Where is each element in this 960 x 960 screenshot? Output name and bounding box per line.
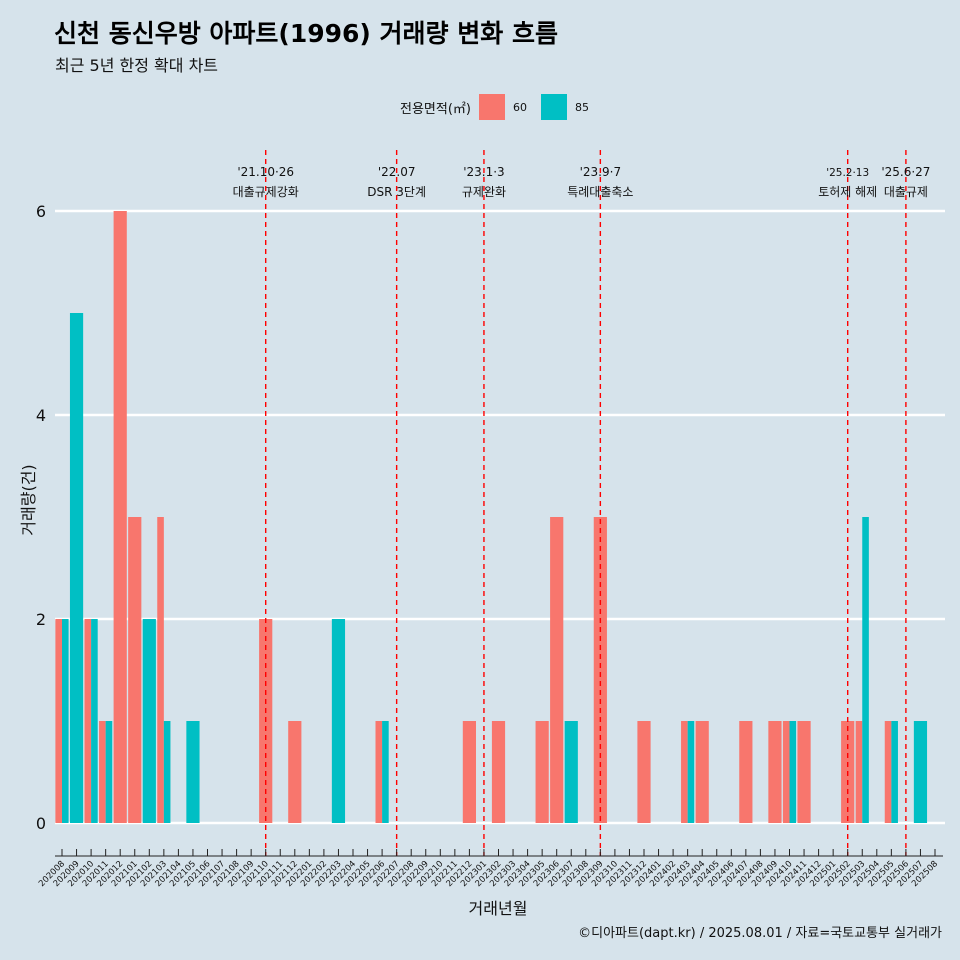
legend: 전용면적(㎡) 60 85 bbox=[400, 93, 603, 121]
legend-label-85: 85 bbox=[574, 100, 589, 114]
y-axis-label: 거래량(건) bbox=[19, 464, 38, 535]
annotation-date: '23.9·7 bbox=[580, 165, 621, 179]
bar-60-202505 bbox=[884, 721, 892, 823]
bar-60-202305 bbox=[535, 721, 549, 823]
bar-60-202503 bbox=[855, 721, 863, 823]
bar-60-202410 bbox=[782, 721, 790, 823]
bar-60-202008 bbox=[55, 619, 62, 823]
bar-85-202507 bbox=[913, 721, 928, 823]
annotation-date: '21.10·26 bbox=[237, 165, 294, 179]
bar-85-202010 bbox=[91, 619, 98, 823]
bar-60-202302 bbox=[491, 721, 506, 823]
annotation-date: '23.1·3 bbox=[463, 165, 504, 179]
x-axis: 2020082020092020102020112020122021012021… bbox=[37, 849, 943, 889]
annotations: '21.10·26 대출규제강화 '22.07 DSR 3단계 '23.1·3 규제완화 '… bbox=[233, 150, 930, 856]
bar-60-202112 bbox=[288, 721, 302, 823]
annotation-label: 규제완화 bbox=[462, 185, 506, 199]
bar-85-202011 bbox=[105, 721, 113, 823]
bar-85-202505 bbox=[891, 721, 898, 823]
bar-85-202203 bbox=[331, 619, 346, 823]
bar-85-202105 bbox=[186, 721, 200, 823]
annotation-label: 대출규제 bbox=[884, 185, 928, 199]
annotation-label: 대출규제강화 bbox=[233, 185, 299, 199]
bar-60-202411 bbox=[797, 721, 811, 823]
y-tick-label: 0 bbox=[36, 814, 46, 833]
bar-60-202309 bbox=[593, 517, 607, 823]
chart-subtitle: 최근 5년 한정 확대 차트 bbox=[55, 56, 219, 75]
annotation-label: 특례대출축소 bbox=[567, 185, 633, 199]
y-tick-labels: 0 2 4 6 bbox=[36, 202, 46, 833]
annotation-date: '22.07 bbox=[378, 165, 416, 179]
bar-60-202407 bbox=[739, 721, 753, 823]
bar-60-202012 bbox=[113, 211, 127, 823]
bar-85-202102 bbox=[142, 619, 156, 823]
annotation-label: 토허제 해제 bbox=[818, 185, 877, 199]
bar-60-202409 bbox=[768, 721, 782, 823]
bar-60-202306 bbox=[550, 517, 564, 823]
annotation-label: DSR 3단계 bbox=[367, 185, 426, 199]
bar-60-202103 bbox=[157, 517, 164, 823]
bar-60-202312 bbox=[637, 721, 651, 823]
source-caption: ©디아파트(dapt.kr) / 2025.08.01 / 자료=국토교통부 실… bbox=[578, 926, 942, 941]
bar-60-202206 bbox=[375, 721, 383, 823]
bar-60-202010 bbox=[84, 619, 92, 823]
bar-60-202101 bbox=[128, 517, 142, 823]
y-tick-label: 6 bbox=[36, 202, 46, 221]
bar-60-202403 bbox=[681, 721, 688, 823]
y-tick-label: 2 bbox=[36, 610, 46, 629]
bar-60-202212 bbox=[462, 721, 476, 823]
legend-label-60: 60 bbox=[512, 100, 527, 114]
bar-85-202008 bbox=[62, 619, 69, 823]
legend-swatch-85 bbox=[540, 94, 567, 120]
bar-85-202503 bbox=[862, 517, 869, 823]
y-tick-label: 4 bbox=[36, 406, 46, 425]
legend-title: 전용면적(㎡) bbox=[400, 101, 471, 117]
chart-title: 신천 동신우방 아파트(1996) 거래량 변화 흐름 bbox=[54, 19, 558, 48]
bar-60-202011 bbox=[99, 721, 106, 823]
annotation-date: '25.6·27 bbox=[881, 165, 930, 179]
annotation-date: '25.2·13 bbox=[826, 167, 869, 179]
x-axis-label: 거래년월 bbox=[469, 899, 528, 918]
bar-85-202307 bbox=[564, 721, 578, 823]
bar-85-202206 bbox=[382, 721, 389, 823]
bar-85-202009 bbox=[69, 313, 84, 823]
bar-85-202410 bbox=[789, 721, 797, 823]
bar-85-202103 bbox=[163, 721, 171, 823]
bar-85-202403 bbox=[687, 721, 695, 823]
legend-swatch-60 bbox=[478, 94, 505, 120]
bars bbox=[55, 211, 928, 823]
bar-60-202404 bbox=[695, 721, 709, 823]
